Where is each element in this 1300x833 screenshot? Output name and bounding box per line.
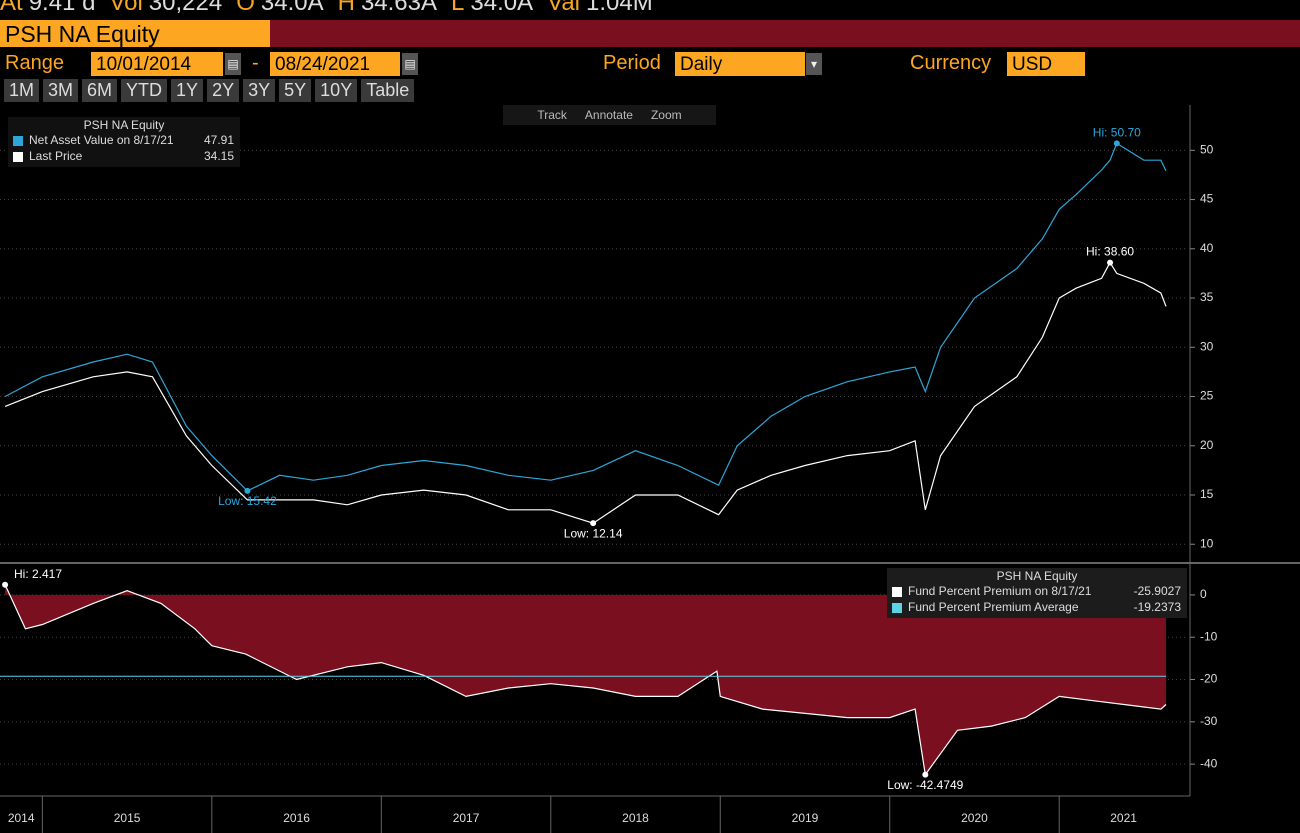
area bbox=[5, 584, 1167, 775]
y-tick-label: 35 bbox=[1200, 290, 1214, 304]
range-button[interactable]: 3M bbox=[43, 79, 79, 102]
legend-label: Fund Percent Premium on 8/17/21 bbox=[908, 584, 1092, 598]
y-tick-label: 10 bbox=[1200, 536, 1214, 550]
x-tick-label: 2019 bbox=[792, 811, 819, 825]
y-tick-label: 50 bbox=[1200, 142, 1214, 156]
top-line-item: 30,224 bbox=[148, 0, 223, 16]
top-line-item: Vol bbox=[109, 0, 143, 16]
range-label: Range bbox=[5, 52, 64, 74]
x-tick-label: 2018 bbox=[622, 811, 649, 825]
calendar-icon[interactable]: ▤ bbox=[225, 53, 241, 75]
y-tick-label: 20 bbox=[1200, 438, 1214, 452]
dash: - bbox=[252, 52, 259, 74]
x-tick-label: 2020 bbox=[961, 811, 988, 825]
y-tick-label: 15 bbox=[1200, 487, 1214, 501]
annotation: Hi: 38.60 bbox=[1086, 245, 1134, 259]
period[interactable]: Daily bbox=[675, 52, 805, 76]
y-tick-label: -40 bbox=[1200, 756, 1218, 770]
currency[interactable]: USD bbox=[1007, 52, 1085, 76]
ticker[interactable]: PSH NA Equity bbox=[0, 20, 270, 47]
tool-button[interactable]: Zoom bbox=[650, 108, 682, 122]
dropdown-icon[interactable]: ▾ bbox=[806, 53, 822, 75]
top-line-item: H bbox=[337, 0, 355, 16]
x-tick-label: 2021 bbox=[1110, 811, 1137, 825]
y-tick-label: 40 bbox=[1200, 241, 1214, 255]
legend-title: PSH NA Equity bbox=[84, 118, 165, 132]
top-line: At 9.41 d Vol 30,224 O 34.0A H 34.63A L 34.0A Val 1… bbox=[0, 0, 1300, 16]
ticker-bar: PSH NA Equity bbox=[0, 20, 1300, 47]
legend-swatch bbox=[892, 587, 902, 597]
legend-box bbox=[8, 117, 240, 167]
annotation-dot bbox=[1107, 259, 1114, 266]
annotation: Low: 15.42 bbox=[218, 494, 277, 508]
legend-swatch bbox=[13, 136, 23, 146]
legend-swatch bbox=[892, 603, 902, 613]
line bbox=[4, 142, 1167, 492]
top-line-item: L bbox=[451, 0, 465, 16]
y-tick-label: 45 bbox=[1200, 192, 1214, 206]
top-line-item: At bbox=[0, 0, 23, 16]
end-date[interactable]: 08/24/2021 bbox=[270, 52, 400, 76]
start-date[interactable]: 10/01/2014 bbox=[91, 52, 223, 76]
legend-value: -19.2373 bbox=[1134, 600, 1182, 614]
legend-value: -25.9027 bbox=[1134, 584, 1182, 598]
y-tick-label: -20 bbox=[1200, 672, 1218, 686]
legend-title: PSH NA Equity bbox=[997, 569, 1078, 583]
y-tick-label: 30 bbox=[1200, 339, 1214, 353]
x-tick-label: 2014 bbox=[8, 811, 35, 825]
calendar-icon[interactable]: ▤ bbox=[402, 53, 418, 75]
top-line-item: 9.41 d bbox=[28, 0, 96, 16]
tool-button[interactable]: Annotate bbox=[584, 108, 633, 122]
legend-value: 47.91 bbox=[204, 133, 234, 147]
range-button[interactable]: 2Y bbox=[207, 79, 240, 102]
x-tick-label: 2017 bbox=[453, 811, 480, 825]
range-buttons: 1M 3M 6M YTD 1Y 2Y 3Y 5Y 10Y Table bbox=[4, 79, 415, 102]
range-button[interactable]: 1M bbox=[4, 79, 40, 102]
y-tick-label: 25 bbox=[1200, 389, 1214, 403]
annotation-dot bbox=[590, 520, 597, 527]
range-button[interactable]: 3Y bbox=[243, 79, 276, 102]
line bbox=[4, 584, 1167, 777]
x-tick-label: 2016 bbox=[283, 811, 310, 825]
annotation-dot bbox=[244, 487, 251, 494]
annotation: Low: -42.4749 bbox=[887, 778, 963, 792]
range-button[interactable]: 5Y bbox=[279, 79, 312, 102]
top-line-item: Val bbox=[547, 0, 580, 16]
top-line-item: 34.0A bbox=[470, 0, 534, 16]
y-tick-label: -30 bbox=[1200, 714, 1218, 728]
chart-tools: Track Annotate Zoom bbox=[503, 105, 716, 125]
top-line-item: O bbox=[236, 0, 255, 16]
period-label: Period bbox=[603, 52, 661, 74]
annotation: Hi: 50.70 bbox=[1093, 126, 1141, 140]
legend-label: Last Price bbox=[29, 149, 83, 163]
y-tick-label: -10 bbox=[1200, 629, 1218, 643]
range-button[interactable]: 1Y bbox=[171, 79, 204, 102]
currency-label: Currency bbox=[910, 52, 992, 74]
x-tick-label: 2015 bbox=[114, 811, 141, 825]
legend-label: Net Asset Value on 8/17/21 bbox=[29, 133, 174, 147]
range-button[interactable]: 6M bbox=[82, 79, 118, 102]
top-line-item: 34.0A bbox=[260, 0, 324, 16]
legend-box bbox=[887, 568, 1187, 618]
range-button[interactable]: 10Y bbox=[315, 79, 358, 102]
annotation: Low: 12.14 bbox=[564, 526, 623, 540]
line bbox=[4, 261, 1167, 524]
tool-button[interactable]: Track bbox=[537, 108, 567, 122]
annotation-dot bbox=[922, 771, 929, 778]
annotation-dot bbox=[2, 581, 9, 588]
y-tick-label: 0 bbox=[1200, 587, 1207, 601]
top-line-item: 34.63A bbox=[360, 0, 438, 16]
range-button[interactable]: YTD bbox=[121, 79, 168, 102]
annotation-dot bbox=[1113, 140, 1120, 147]
legend-label: Fund Percent Premium Average bbox=[908, 600, 1079, 614]
legend-swatch bbox=[13, 152, 23, 162]
range-button[interactable]: Table bbox=[361, 79, 415, 102]
top-line-item: 1.04M bbox=[586, 0, 653, 16]
legend-value: 34.15 bbox=[204, 149, 234, 163]
annotation: Hi: 2.417 bbox=[14, 567, 62, 581]
